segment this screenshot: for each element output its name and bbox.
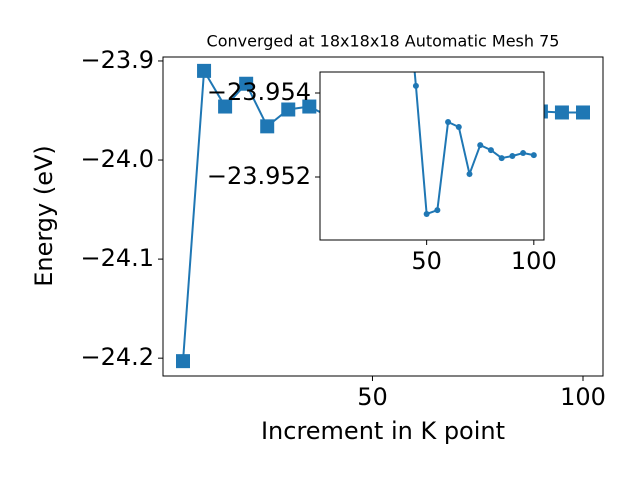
axes-frame	[162, 56, 604, 377]
y-tick-label: −23.952	[207, 162, 311, 190]
x-tick-label: 50	[357, 383, 388, 411]
marker	[455, 124, 462, 131]
y-tick-label: −24.2	[80, 343, 154, 371]
x-tick-label: 50	[411, 247, 442, 275]
marker	[520, 150, 527, 157]
marker	[239, 76, 254, 91]
chart-title: Converged at 18x18x18 Automatic Mesh 75	[207, 32, 560, 51]
y-axis-label: Energy (eV)	[30, 145, 58, 287]
marker	[423, 210, 430, 217]
plot	[412, 72, 537, 217]
y-tick-label: −24.1	[80, 244, 154, 272]
y-tick-label: −23.954	[207, 78, 311, 106]
marker	[260, 119, 275, 134]
marker	[466, 171, 473, 178]
marker	[445, 118, 452, 125]
marker	[498, 155, 505, 162]
marker	[554, 105, 569, 120]
marker	[412, 82, 419, 89]
marker	[477, 142, 484, 149]
marker	[197, 63, 212, 78]
x-tick-label: 100	[560, 383, 606, 411]
marker	[302, 99, 317, 114]
marker	[487, 147, 494, 154]
marker	[530, 152, 537, 159]
marker	[576, 105, 590, 120]
marker	[218, 99, 233, 114]
marker	[176, 354, 190, 369]
marker	[509, 153, 516, 159]
axes-frame	[319, 71, 545, 241]
y-tick-label: −23.9	[80, 46, 154, 74]
x-tick-label: 100	[511, 247, 557, 275]
y-tick-label: −24.0	[80, 145, 154, 173]
x-axis-label: Increment in K point	[261, 417, 505, 445]
marker	[281, 102, 296, 117]
marker	[434, 207, 441, 214]
